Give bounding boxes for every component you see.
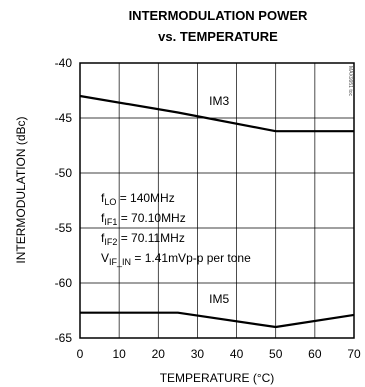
x-tick-label: 60	[308, 347, 322, 361]
condition-line: fIF1 = 70.10MHz	[101, 211, 186, 227]
series-label-im3: IM3	[209, 94, 229, 108]
chart-subtitle: vs. TEMPERATURE	[158, 29, 278, 44]
test-conditions: fLO = 140MHz fIF1 = 70.10MHz fIF2 = 70.11M…	[101, 191, 251, 267]
series-lines	[79, 94, 355, 329]
condition-line: fIF2 = 70.11MHz	[101, 231, 185, 247]
plot-frame	[79, 62, 355, 339]
x-tick-label: 10	[112, 347, 126, 361]
y-tick-label: -60	[55, 276, 73, 290]
x-tick-labels: 0 10 20 30 40 50 60 70	[77, 347, 361, 361]
y-tick-label: -65	[55, 331, 73, 345]
series-label-im5: IM5	[209, 292, 229, 306]
y-tick-label: -55	[55, 221, 73, 235]
x-tick-label: 0	[77, 347, 84, 361]
x-tick-label: 30	[191, 347, 205, 361]
x-tick-label: 70	[347, 347, 361, 361]
watermark: MAX9951 toc	[347, 66, 353, 97]
series-line-im5	[80, 311, 355, 329]
x-tick-label: 20	[152, 347, 166, 361]
x-tick-label: 40	[230, 347, 244, 361]
y-tick-label: -50	[55, 166, 73, 180]
y-axis-label: INTERMODULATION (dBc)	[14, 116, 28, 263]
series-labels: IM3 IM5	[209, 94, 229, 306]
chart-title: INTERMODULATION POWER	[129, 8, 308, 23]
y-tick-label: -40	[55, 56, 73, 70]
condition-line: VIF_IN = 1.41mVp-p per tone	[101, 251, 251, 267]
x-axis-label: TEMPERATURE (°C)	[160, 371, 275, 385]
y-tick-label: -45	[55, 111, 73, 125]
y-tick-labels: -40 -45 -50 -55 -60 -65	[55, 56, 73, 345]
x-tick-label: 50	[269, 347, 283, 361]
series-line-im3	[79, 94, 354, 133]
condition-line: fLO = 140MHz	[101, 191, 175, 207]
